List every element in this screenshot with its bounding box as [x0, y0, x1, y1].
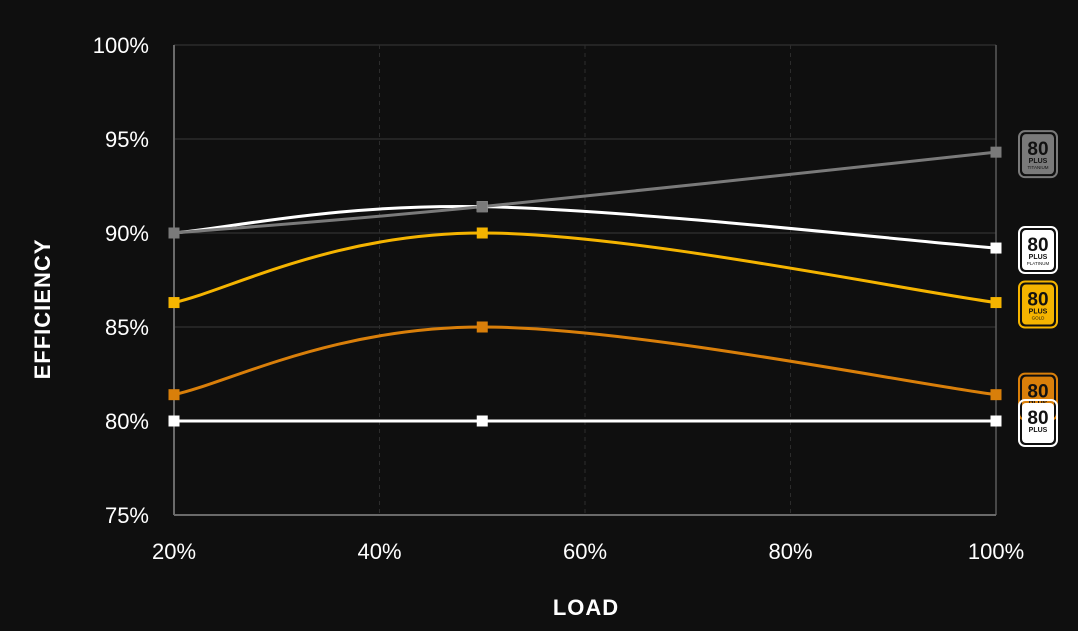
x-tick-label: 60%	[563, 539, 607, 564]
badge-tier: PLATINUM	[1027, 261, 1050, 266]
series-line-platinum	[173, 204, 997, 250]
certification-badges: 80PLUSTITANIUM80PLUSPLATINUM80PLUSGOLD80…	[1018, 130, 1058, 447]
badge-outline	[1018, 130, 1058, 179]
data-point-bronze	[990, 389, 1002, 401]
badge-plus: PLUS	[1029, 158, 1048, 165]
x-tick-label: 80%	[768, 539, 812, 564]
series-line-gold	[173, 231, 997, 305]
badge-tier: GOLD	[1032, 316, 1046, 321]
badge-face	[1022, 134, 1054, 175]
data-point-gold	[990, 297, 1002, 309]
series-line-bronze	[173, 325, 997, 397]
data-point-bronze	[168, 389, 180, 401]
x-axis-title: LOAD	[553, 595, 619, 620]
badge-number: 80	[1027, 139, 1048, 160]
badge-plus: PLUS	[1029, 427, 1048, 434]
axes	[173, 45, 997, 516]
series-lines	[173, 150, 997, 423]
data-point-titanium	[476, 201, 488, 213]
data-point-titanium	[168, 227, 180, 239]
badge-face	[1022, 230, 1054, 271]
y-tick-label: 80%	[105, 409, 149, 434]
y-tick-label: 85%	[105, 315, 149, 340]
y-tick-label: 100%	[93, 33, 149, 58]
badge-face	[1022, 403, 1054, 443]
data-point-gold	[476, 227, 488, 239]
y-tick-label: 95%	[105, 127, 149, 152]
x-tick-label: 100%	[968, 539, 1024, 564]
badge-face	[1022, 284, 1054, 325]
badge-plus: PLUS	[1029, 254, 1048, 261]
grid	[174, 44, 996, 515]
series-markers	[168, 146, 1002, 427]
badge-outline	[1018, 226, 1058, 275]
data-point-standard	[990, 415, 1002, 427]
x-tick-label: 20%	[152, 539, 196, 564]
data-point-standard	[168, 415, 180, 427]
data-point-bronze	[476, 321, 488, 333]
x-axis-ticks: 20% 40% 60% 80% 100%	[152, 539, 1024, 564]
badge-outline	[1018, 280, 1058, 329]
badge-number: 80	[1027, 408, 1048, 429]
data-point-titanium	[990, 146, 1002, 158]
data-point-platinum	[990, 242, 1002, 254]
data-point-gold	[168, 297, 180, 309]
badge-plus: PLUS	[1029, 309, 1048, 316]
badge-tier: TITANIUM	[1028, 165, 1049, 170]
y-axis-ticks: 75% 80% 85% 90% 95% 100%	[93, 33, 149, 528]
y-axis-title: EFFICIENCY	[30, 239, 55, 380]
data-point-standard	[476, 415, 488, 427]
y-tick-label: 90%	[105, 221, 149, 246]
badge-number: 80	[1027, 235, 1048, 256]
badge-number: 80	[1027, 382, 1048, 403]
series-line-titanium	[173, 150, 997, 235]
badge-number: 80	[1027, 290, 1048, 311]
badge-outline	[1018, 399, 1058, 447]
y-tick-label: 75%	[105, 503, 149, 528]
x-tick-label: 40%	[357, 539, 401, 564]
